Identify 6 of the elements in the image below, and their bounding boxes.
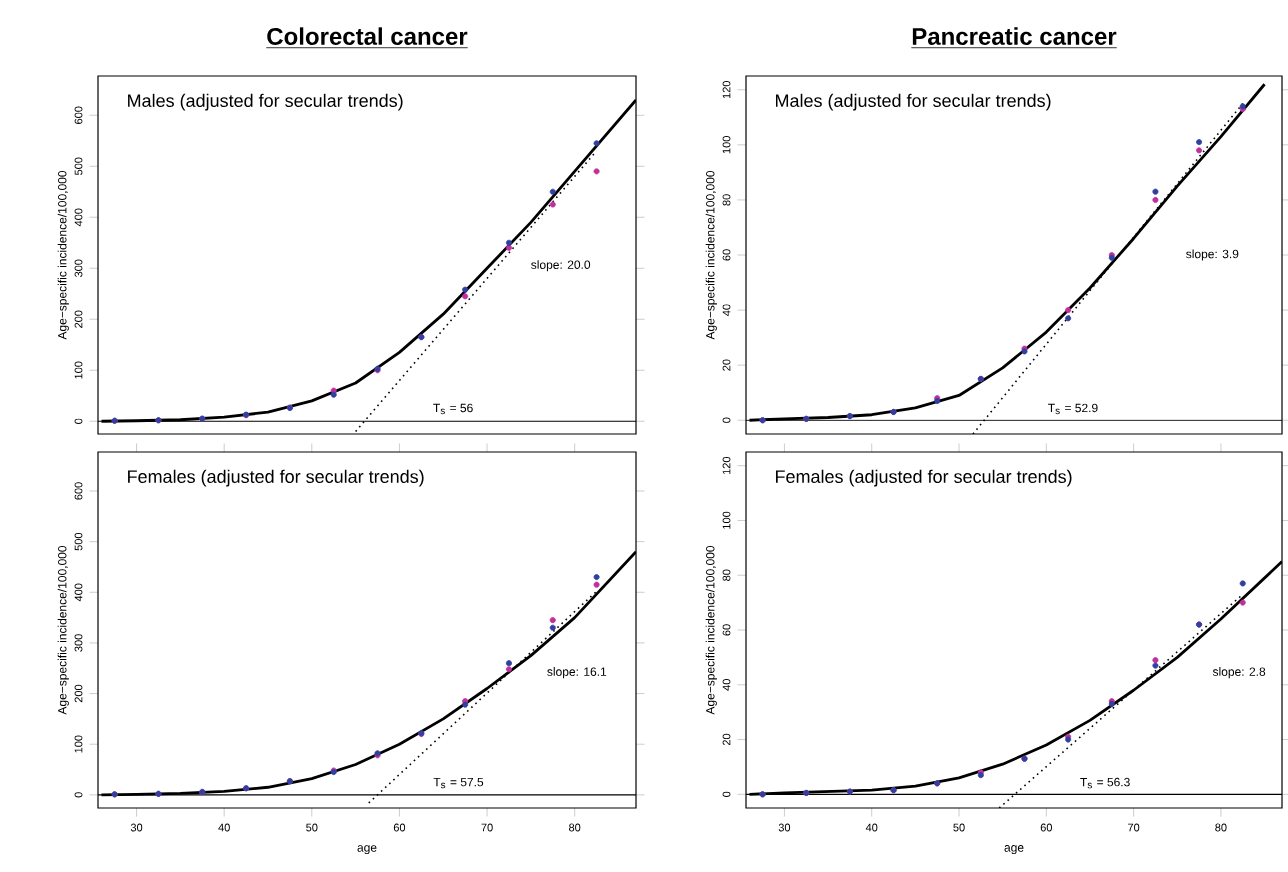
chart-title: Colorectal cancer bbox=[267, 27, 468, 45]
text: Females (adjusted for secular trends) bbox=[775, 469, 1072, 487]
chart-title: Pancreatic cancer bbox=[912, 27, 1117, 45]
text: Males (adjusted for secular trends) bbox=[775, 93, 1051, 111]
text: Females (adjusted for secular trends) bbox=[128, 469, 424, 487]
text: Males (adjusted for secular trends) bbox=[128, 93, 403, 111]
